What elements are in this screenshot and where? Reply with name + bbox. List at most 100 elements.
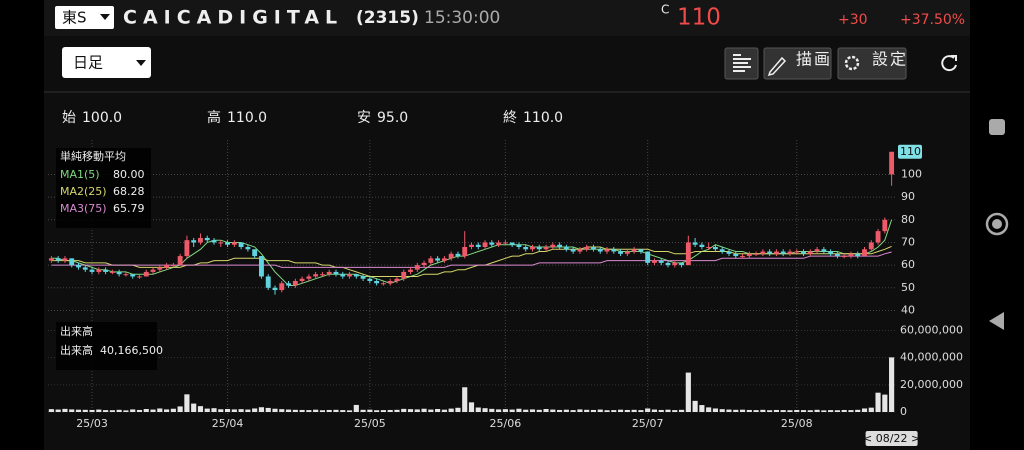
nav-recent[interactable] <box>989 119 1005 135</box>
candle-body <box>313 274 319 277</box>
period-select[interactable] <box>62 47 151 78</box>
volume-bar <box>645 408 651 412</box>
candle-body <box>645 251 651 263</box>
volume-bar <box>55 409 61 412</box>
candle-body <box>712 247 718 250</box>
volume-value: 40,166,500 <box>100 344 163 357</box>
candle-body <box>665 262 671 266</box>
volume-bar <box>523 409 529 412</box>
candle-body <box>570 249 576 252</box>
x-tick-label: 25/06 <box>490 417 522 430</box>
candle-body <box>218 242 224 244</box>
nav-home[interactable] <box>985 212 1009 236</box>
y-tick-label: 100 <box>901 167 922 180</box>
volume-bar <box>712 408 719 412</box>
cursor-label: < 08/22 > <box>863 432 920 445</box>
candle-body <box>462 247 468 257</box>
candle-body <box>543 247 549 250</box>
candle-body <box>692 242 698 245</box>
volume-bar <box>780 410 786 412</box>
volume-bar <box>611 410 617 412</box>
x-tick-label: 25/07 <box>632 417 664 430</box>
candle-body <box>584 247 590 250</box>
draw-label-clip: 描画 <box>796 50 830 69</box>
draw-button[interactable] <box>763 47 832 80</box>
volume-bar <box>319 410 326 412</box>
candle-body <box>184 240 190 257</box>
volume-bar <box>638 410 644 412</box>
volume-bar <box>421 408 427 412</box>
volume-bar <box>306 410 312 412</box>
candle-body <box>448 253 454 259</box>
candle-body <box>753 253 759 255</box>
volume-bar <box>231 409 237 412</box>
candle-body <box>557 244 563 247</box>
volume-bar <box>292 409 298 412</box>
candle-body <box>204 237 210 241</box>
candle-body <box>401 271 407 279</box>
candle-body <box>841 256 847 258</box>
candle-body <box>319 274 325 276</box>
candle-body <box>679 262 684 266</box>
nav-back[interactable] <box>989 312 1004 330</box>
volume-bar <box>62 408 68 412</box>
candle-body <box>367 278 373 281</box>
candle-body <box>299 278 305 281</box>
volume-bar <box>834 410 840 412</box>
volume-bar <box>279 409 285 412</box>
volume-bar <box>455 407 461 412</box>
volume-bar <box>828 410 834 412</box>
volume-bar <box>651 409 658 412</box>
candle-body <box>868 242 874 250</box>
volume-bar <box>529 409 536 412</box>
volume-bar <box>285 409 292 412</box>
candle-body <box>658 260 664 263</box>
volume-bar <box>665 409 671 412</box>
volume-bar <box>672 410 678 412</box>
settings-label-clip: 設定 <box>872 50 906 69</box>
last-price: 110 <box>900 145 921 158</box>
y-tick-label: 60,000,000 <box>900 323 963 336</box>
candle-body <box>306 276 312 279</box>
volume-title: 出来高 <box>60 324 93 338</box>
candle-body <box>76 265 81 268</box>
candle-body <box>441 258 447 261</box>
volume-bar <box>577 409 583 412</box>
volume-bar <box>211 408 217 412</box>
candle-body <box>685 242 691 266</box>
ohlc-label: 高 <box>207 109 221 126</box>
volume-bar <box>889 357 895 412</box>
ohlc-label: 始 <box>62 110 76 126</box>
stock-name: CAICADIGITAL <box>123 7 343 29</box>
volume-bar <box>773 409 779 412</box>
candle-body <box>292 281 298 286</box>
volume-bar <box>387 409 393 412</box>
legend-title: 単純移動平均 <box>60 149 126 163</box>
settings-button[interactable] <box>837 47 907 80</box>
volume-bar <box>800 410 807 412</box>
candle-body <box>272 287 278 291</box>
refresh-icon[interactable] <box>941 55 957 72</box>
candle-body <box>130 274 136 277</box>
change: +30 <box>838 12 868 28</box>
market-select[interactable] <box>55 6 114 29</box>
volume-bar <box>238 409 244 412</box>
volume-label: 出来高 <box>60 343 93 357</box>
volume-bar <box>502 409 508 412</box>
stock-code: (2315) <box>356 8 419 28</box>
candle-body <box>638 249 644 252</box>
candle-body <box>408 269 413 272</box>
gear-icon <box>844 55 860 71</box>
volume-bar <box>787 410 793 412</box>
candle-body <box>55 258 61 261</box>
volume-bar <box>346 410 353 412</box>
candle-body <box>374 281 380 284</box>
candle-body <box>509 242 515 245</box>
volume-bar <box>69 409 75 412</box>
price-prefix: C <box>661 3 669 17</box>
volume-bar <box>150 409 156 412</box>
volume-bar <box>89 409 95 412</box>
x-tick-label: 25/05 <box>354 417 386 430</box>
